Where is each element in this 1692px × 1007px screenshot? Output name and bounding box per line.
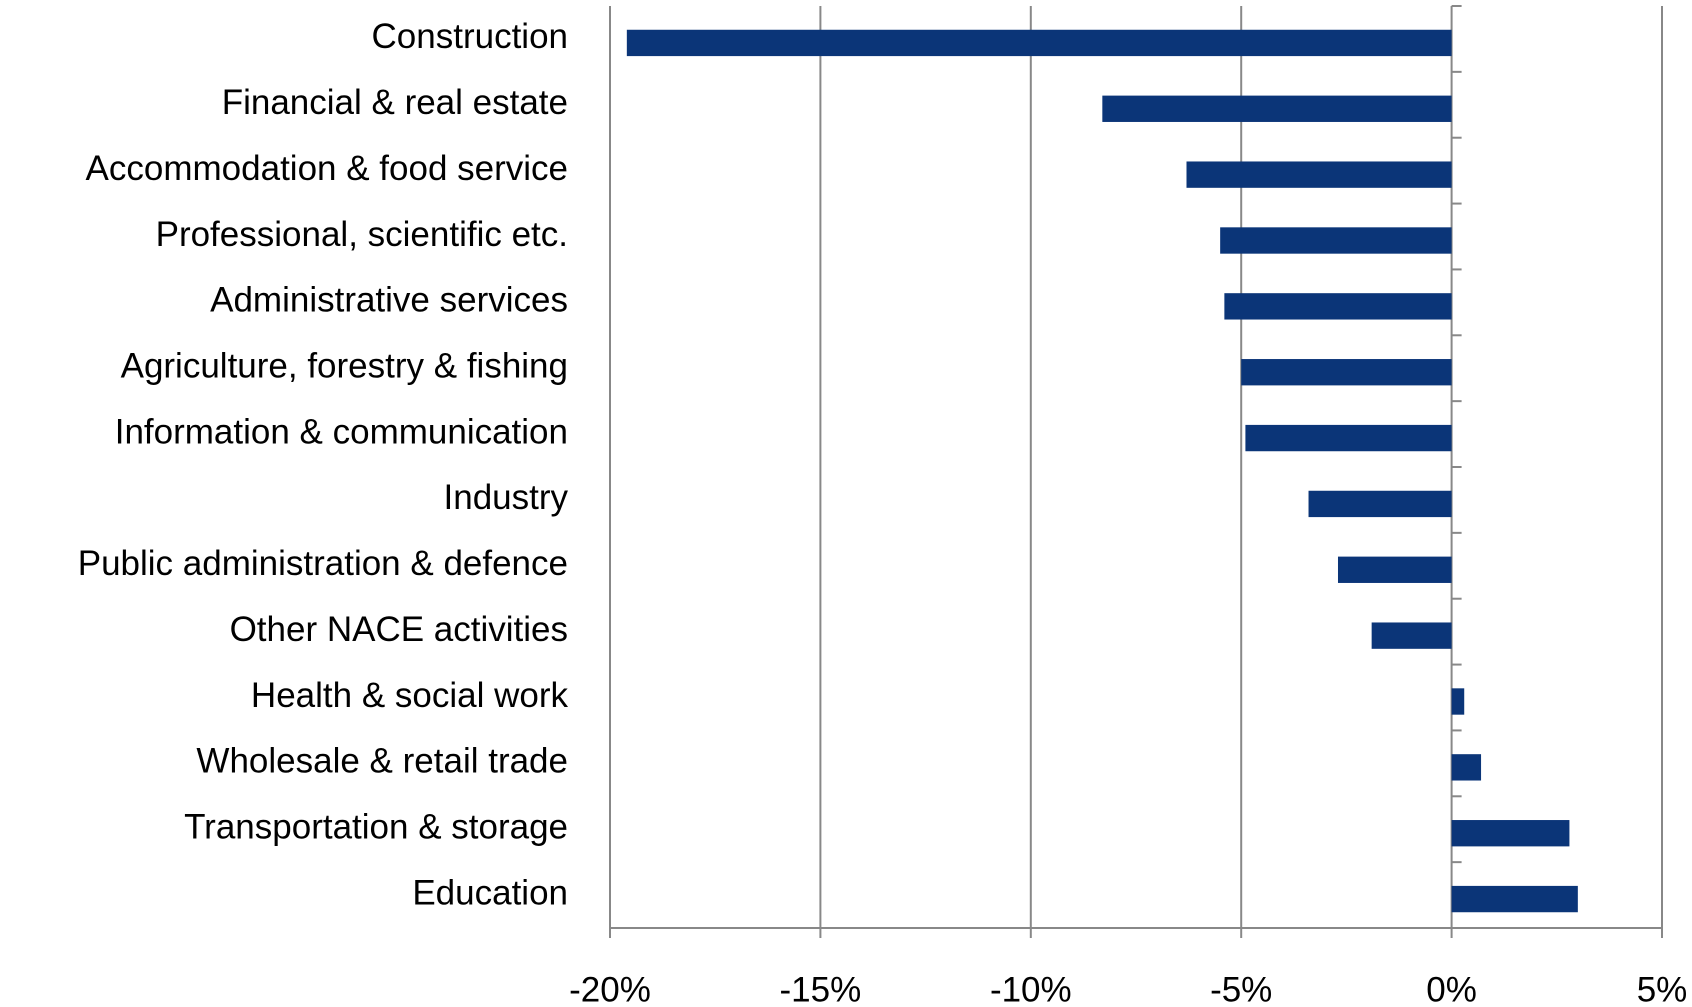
bar — [1451, 820, 1570, 847]
bar — [1245, 424, 1452, 452]
y-tick-label: Agriculture, forestry & fishing — [121, 346, 568, 385]
x-tick-label: 5% — [1637, 970, 1688, 1007]
y-tick-label: Administrative services — [210, 281, 568, 320]
bar — [1451, 754, 1482, 781]
bar — [1451, 688, 1465, 715]
bar — [1241, 359, 1452, 386]
y-tick-label: Professional, scientific etc. — [156, 215, 568, 254]
bar — [1371, 622, 1452, 649]
x-tick-label: -20% — [569, 970, 651, 1007]
y-tick-label: Information & communication — [115, 412, 568, 451]
y-tick-label: Financial & real estate — [222, 83, 568, 122]
bar — [1220, 227, 1452, 254]
bar — [1451, 885, 1578, 913]
x-tick-label: -5% — [1210, 970, 1272, 1007]
x-tick-label: 0% — [1426, 970, 1477, 1007]
y-tick-label: Education — [412, 873, 568, 912]
bar — [626, 29, 1452, 57]
bar — [1224, 293, 1452, 320]
y-tick-label: Health & social work — [251, 676, 569, 715]
bar — [1186, 161, 1452, 188]
bar — [1337, 556, 1452, 583]
y-tick-label: Construction — [372, 17, 568, 56]
y-tick-label: Public administration & defence — [78, 544, 568, 583]
y-tick-label: Industry — [444, 478, 569, 517]
y-tick-label: Other NACE activities — [230, 610, 568, 649]
y-tick-label: Accommodation & food service — [86, 149, 568, 188]
bar — [1308, 490, 1452, 518]
y-tick-label: Transportation & storage — [184, 807, 568, 846]
x-tick-label: -15% — [780, 970, 862, 1007]
x-tick-label: -10% — [990, 970, 1072, 1007]
bar — [1102, 95, 1452, 122]
y-tick-label: Wholesale & retail trade — [196, 742, 568, 781]
